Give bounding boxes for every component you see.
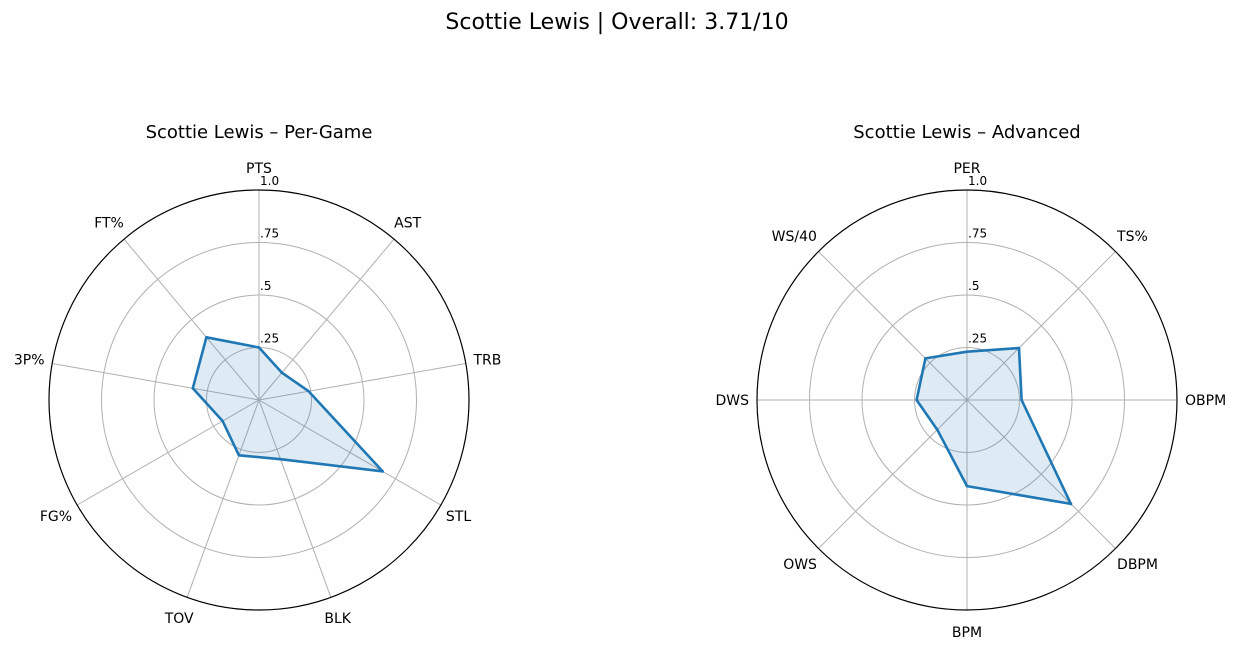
- spoke-line: [966, 399, 1116, 549]
- spoke-line: [186, 399, 260, 598]
- data-point-3p-: [191, 387, 195, 390]
- data-point-ft-: [205, 335, 208, 339]
- spoke-line: [258, 363, 466, 401]
- spoke-line: [76, 399, 260, 506]
- data-point-bpm: [965, 484, 969, 488]
- radial-tick-label: .5: [968, 279, 979, 293]
- data-point-dbpm: [1069, 502, 1073, 506]
- category-label: TOV: [164, 611, 194, 627]
- data-point-ows: [936, 428, 939, 431]
- data-point-per: [965, 350, 969, 354]
- category-label: WS/40: [772, 229, 817, 245]
- data-point-stl: [381, 470, 384, 473]
- spoke-line: [818, 251, 968, 401]
- category-label: OBPM: [1185, 393, 1226, 409]
- category-label: AST: [394, 215, 421, 231]
- spoke-line: [258, 399, 332, 598]
- category-label: TS%: [1116, 229, 1148, 245]
- radial-tick-label: .75: [968, 227, 987, 241]
- spoke-line: [818, 399, 968, 549]
- category-label: PTS: [246, 161, 272, 177]
- category-label: TRB: [472, 353, 501, 369]
- spoke-line: [258, 399, 442, 506]
- data-point-obpm: [1020, 398, 1023, 402]
- data-point-blk: [279, 457, 282, 461]
- radial-tick-label: 1.0: [968, 174, 987, 188]
- category-label: OWS: [783, 557, 817, 573]
- category-label: FT%: [94, 215, 124, 231]
- category-label: 3P%: [14, 353, 45, 369]
- series-area: [191, 335, 385, 473]
- figure-suptitle: Scottie Lewis | Overall: 3.71/10: [445, 10, 788, 35]
- polar-frame: [48, 189, 470, 611]
- per-game-chart-title: Scottie Lewis – Per-Game: [146, 122, 373, 143]
- data-point-dws: [915, 398, 918, 402]
- radial-tick-label: 1.0: [260, 174, 279, 188]
- radial-tick-label: .75: [260, 227, 279, 241]
- radial-tick-label: .5: [260, 279, 271, 293]
- category-label: BPM: [952, 625, 982, 641]
- spoke-line: [52, 363, 260, 401]
- radial-tick-label: .25: [968, 332, 987, 346]
- category-label: DBPM: [1117, 557, 1158, 573]
- category-label: PER: [953, 161, 980, 177]
- radial-tick-label: .25: [260, 332, 279, 346]
- data-point-ast: [280, 371, 284, 374]
- data-point-ts-: [1017, 346, 1021, 350]
- data-point-fg-: [221, 419, 224, 423]
- polar-frame: [756, 189, 1178, 611]
- category-label: STL: [446, 509, 471, 525]
- data-point-tov: [237, 453, 241, 457]
- data-point-trb: [307, 389, 310, 393]
- advanced-chart-title: Scottie Lewis – Advanced: [853, 122, 1081, 143]
- data-point-pts: [257, 346, 261, 349]
- data-point-ws-40: [924, 357, 927, 360]
- category-label: BLK: [324, 611, 351, 627]
- category-label: FG%: [40, 509, 72, 525]
- spoke-line: [123, 238, 260, 401]
- spoke-line: [966, 251, 1116, 401]
- category-label: DWS: [715, 393, 749, 409]
- series-area: [915, 346, 1073, 506]
